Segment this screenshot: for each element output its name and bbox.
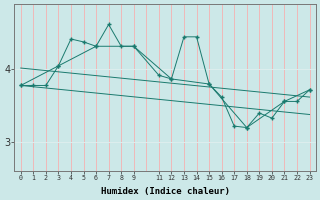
X-axis label: Humidex (Indice chaleur): Humidex (Indice chaleur) [101,187,230,196]
